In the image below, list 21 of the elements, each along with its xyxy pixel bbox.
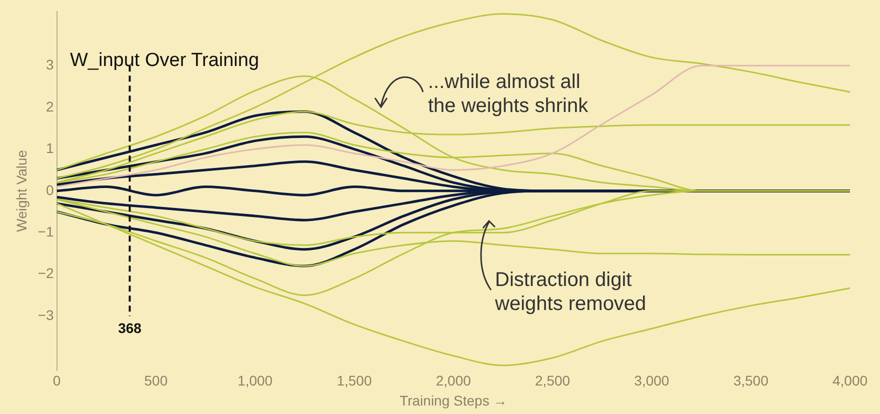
annotation: Distraction digit weights removed bbox=[495, 268, 646, 316]
x-tick-label: 2,500 bbox=[535, 372, 570, 389]
annotation: ...while almost all the weights shrink bbox=[428, 70, 588, 118]
x-tick-label: 2,000 bbox=[436, 372, 472, 389]
x-tick-label: 3,500 bbox=[733, 372, 769, 389]
x-tick-label: 4,000 bbox=[832, 372, 868, 389]
x-tick-label: 3,000 bbox=[634, 372, 670, 389]
y-tick-label: 3 bbox=[46, 56, 54, 73]
y-tick-label: 0 bbox=[46, 182, 54, 198]
ref-line-label: 368 bbox=[118, 320, 142, 336]
y-tick-label: 1 bbox=[46, 140, 54, 156]
y-tick-label: −1 bbox=[38, 224, 54, 240]
y-axis-title: Weight Value bbox=[13, 150, 30, 232]
y-tick-label: 2 bbox=[46, 98, 54, 114]
x-tick-label: 500 bbox=[144, 372, 168, 389]
text: W_input Over Training bbox=[70, 50, 260, 72]
x-axis-title: Training Steps → bbox=[400, 392, 508, 408]
y-tick-label: −2 bbox=[38, 265, 54, 282]
y-tick-label: −3 bbox=[38, 306, 54, 323]
x-tick-label: 1,000 bbox=[238, 372, 273, 389]
x-tick-label: 1,500 bbox=[336, 372, 372, 389]
